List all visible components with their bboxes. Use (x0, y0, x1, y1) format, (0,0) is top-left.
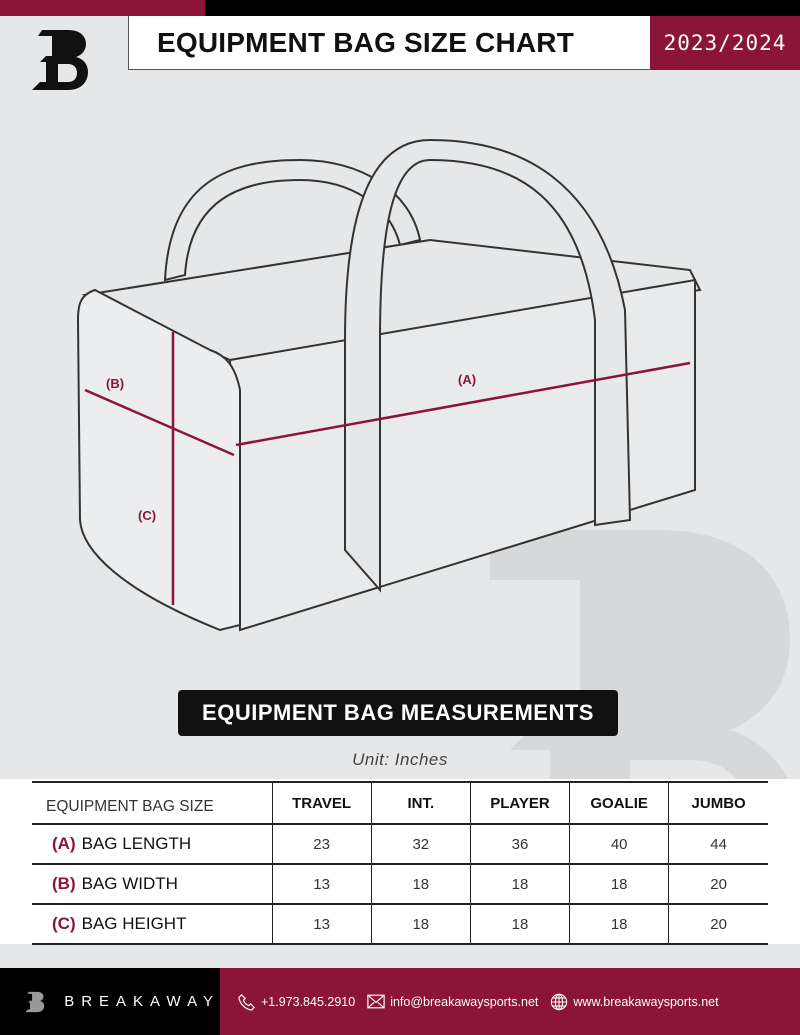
globe-icon (551, 993, 568, 1010)
cell: 32 (370, 824, 471, 865)
header-cell: INT. (370, 781, 471, 825)
table-row: (A) BAG LENGTH 23 32 36 40 44 (32, 824, 768, 865)
table-row: (C) BAG HEIGHT 13 18 18 18 20 (32, 904, 768, 945)
cell: 18 (370, 864, 471, 905)
dimension-label-c: (C) (138, 508, 156, 523)
cell: 13 (271, 864, 372, 905)
footer-logo-icon (25, 991, 45, 1012)
header-cell: GOALIE (569, 781, 669, 825)
season-badge: 2023/2024 (650, 16, 800, 70)
row-label: BAG HEIGHT (81, 914, 187, 933)
bag-handle-front (344, 138, 632, 593)
cell: 18 (569, 864, 669, 905)
bag-body-end (76, 288, 241, 632)
footer-brand: BREAKAWAY (0, 968, 220, 1035)
cell: 13 (271, 904, 372, 945)
phone-link[interactable]: +1.973.845.2910 (261, 994, 356, 1009)
row-code: (B) (52, 874, 76, 893)
section-title: EQUIPMENT BAG MEASUREMENTS (178, 690, 618, 736)
cell: 20 (668, 904, 768, 945)
dimension-line-a (235, 361, 691, 447)
row-code: (A) (52, 834, 76, 853)
header-cell: JUMBO (668, 781, 768, 825)
header-cell: PLAYER (469, 781, 570, 825)
footer-contact: +1.973.845.2910 info@breakawaysports.net… (220, 968, 800, 1035)
brand-logo (28, 24, 94, 101)
top-bar-accent (0, 0, 205, 16)
row-code: (C) (52, 914, 76, 933)
row-label: BAG LENGTH (81, 834, 192, 853)
brand-name: BREAKAWAY (64, 993, 220, 1010)
email-link[interactable]: info@breakawaysports.net (390, 994, 539, 1009)
table-header-row: EQUIPMENT BAG SIZE TRAVEL INT. PLAYER GO… (32, 781, 768, 825)
unit-label: Unit: Inches (352, 750, 448, 769)
cell: 18 (370, 904, 471, 945)
header-cell: EQUIPMENT BAG SIZE (32, 781, 272, 825)
dimension-label-a: (A) (458, 372, 476, 387)
dimension-line-b (84, 388, 235, 457)
header-cell: TRAVEL (271, 781, 372, 825)
size-table: EQUIPMENT BAG SIZE TRAVEL INT. PLAYER GO… (32, 781, 768, 945)
cell: 18 (469, 904, 570, 945)
dimension-label-b: (B) (106, 376, 124, 391)
cell: 18 (569, 904, 669, 945)
cell: 23 (271, 824, 372, 865)
email-icon (367, 994, 385, 1009)
page-title: EQUIPMENT BAG SIZE CHART (128, 16, 650, 70)
phone-icon (238, 993, 256, 1011)
bag-handle-back (163, 158, 422, 282)
row-label: BAG WIDTH (81, 874, 178, 893)
cell: 18 (469, 864, 570, 905)
table-row: (B) BAG WIDTH 13 18 18 18 20 (32, 864, 768, 905)
cell: 20 (668, 864, 768, 905)
bag-diagram: (A) (B) (C) (76, 138, 702, 632)
website-link[interactable]: www.breakawaysports.net (573, 994, 719, 1009)
cell: 36 (469, 824, 570, 865)
top-bar (205, 0, 800, 16)
cell: 40 (569, 824, 669, 865)
cell: 44 (668, 824, 768, 865)
